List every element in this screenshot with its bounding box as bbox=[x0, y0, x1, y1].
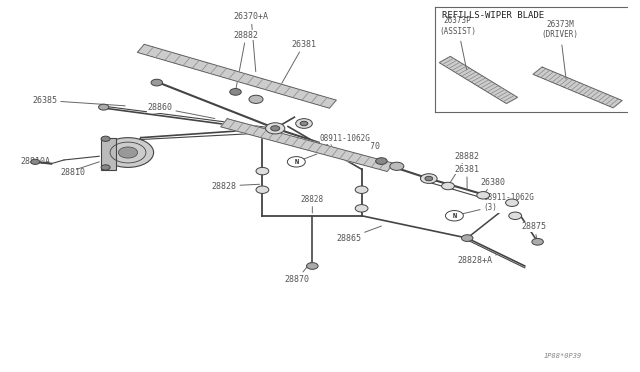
Bar bbox=[101, 138, 116, 170]
Circle shape bbox=[287, 157, 305, 167]
Text: 26380: 26380 bbox=[480, 178, 505, 193]
Circle shape bbox=[355, 186, 368, 193]
Circle shape bbox=[249, 95, 263, 103]
Circle shape bbox=[99, 104, 109, 110]
Circle shape bbox=[296, 119, 312, 128]
Text: 1P88*0P39: 1P88*0P39 bbox=[544, 353, 582, 359]
Text: 28882: 28882 bbox=[234, 31, 259, 89]
Circle shape bbox=[256, 186, 269, 193]
Circle shape bbox=[271, 126, 280, 131]
Text: 08911-1062G
(3): 08911-1062G (3) bbox=[457, 193, 534, 215]
Circle shape bbox=[532, 238, 543, 245]
Circle shape bbox=[102, 138, 154, 167]
Circle shape bbox=[101, 165, 110, 170]
Text: 28870: 28870 bbox=[285, 263, 310, 283]
Text: 28828: 28828 bbox=[212, 182, 260, 190]
Circle shape bbox=[118, 147, 138, 158]
Circle shape bbox=[420, 174, 437, 183]
Polygon shape bbox=[533, 67, 622, 108]
Text: 28828+A: 28828+A bbox=[458, 255, 497, 265]
Polygon shape bbox=[439, 57, 518, 103]
Circle shape bbox=[101, 136, 110, 141]
Circle shape bbox=[506, 199, 518, 206]
Text: 28810A: 28810A bbox=[20, 157, 51, 166]
Text: 08911-1062G
(3): 08911-1062G (3) bbox=[299, 134, 371, 161]
Text: 26370+A: 26370+A bbox=[234, 12, 269, 72]
Circle shape bbox=[266, 123, 285, 134]
Text: 28810: 28810 bbox=[61, 169, 86, 177]
Text: 28865: 28865 bbox=[337, 226, 381, 243]
Text: 28875: 28875 bbox=[522, 222, 547, 239]
Circle shape bbox=[509, 212, 522, 219]
Circle shape bbox=[31, 159, 40, 164]
Circle shape bbox=[442, 182, 454, 190]
Circle shape bbox=[461, 235, 473, 241]
Text: 26385: 26385 bbox=[33, 96, 125, 106]
Text: N: N bbox=[452, 213, 456, 219]
Text: 28882: 28882 bbox=[449, 152, 479, 184]
Circle shape bbox=[420, 175, 432, 182]
Circle shape bbox=[300, 121, 308, 126]
Text: 26381: 26381 bbox=[454, 165, 479, 191]
Text: 26381: 26381 bbox=[276, 40, 316, 93]
Polygon shape bbox=[138, 44, 336, 108]
Text: 28860: 28860 bbox=[148, 103, 215, 119]
Text: N: N bbox=[294, 159, 298, 165]
Text: 26370: 26370 bbox=[332, 142, 380, 151]
Circle shape bbox=[230, 89, 241, 95]
Text: REFILLS-WIPER BLADE: REFILLS-WIPER BLADE bbox=[442, 11, 544, 20]
Circle shape bbox=[445, 211, 463, 221]
Circle shape bbox=[256, 167, 269, 175]
Text: 28828: 28828 bbox=[301, 195, 324, 213]
Text: 26373M
(DRIVER): 26373M (DRIVER) bbox=[541, 20, 579, 79]
Circle shape bbox=[390, 162, 404, 170]
Text: 26373P
(ASSIST): 26373P (ASSIST) bbox=[439, 16, 476, 70]
Polygon shape bbox=[221, 119, 394, 171]
Circle shape bbox=[477, 192, 490, 199]
Circle shape bbox=[376, 158, 387, 164]
Circle shape bbox=[355, 205, 368, 212]
Circle shape bbox=[151, 79, 163, 86]
Circle shape bbox=[307, 263, 318, 269]
Circle shape bbox=[425, 176, 433, 181]
